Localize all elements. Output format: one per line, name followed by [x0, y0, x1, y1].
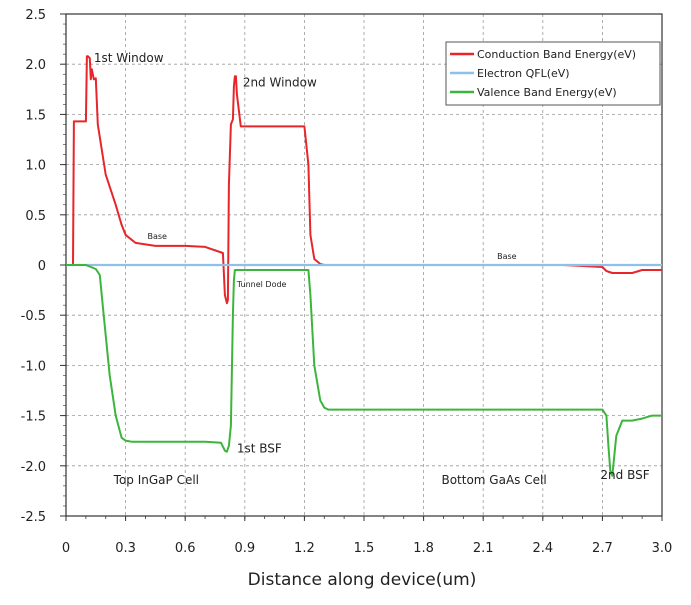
x-tick-label: 0.6 [175, 541, 196, 556]
x-tick-label: 0.3 [115, 541, 136, 556]
annotation-label: Tunnel Dode [236, 280, 287, 289]
y-tick-label: -2.5 [21, 510, 46, 525]
x-tick-label: 1.8 [413, 541, 434, 556]
y-tick-label: 2.5 [25, 8, 46, 23]
annotation-label: 2nd Window [243, 75, 317, 89]
legend-label: Electron QFL(eV) [477, 67, 570, 80]
x-tick-label: 2.7 [592, 541, 613, 556]
x-tick-label: 1.2 [294, 541, 315, 556]
annotation-label: 1st BSF [237, 442, 282, 456]
y-tick-label: 2.0 [25, 58, 46, 73]
legend-box [445, 41, 661, 106]
y-tick-label: -0.5 [21, 309, 46, 324]
x-tick-label: 0 [62, 541, 70, 556]
y-tick-label: 1.0 [25, 159, 46, 174]
series-line-3 [66, 264, 662, 477]
y-tick-label: 0.5 [25, 209, 46, 224]
legend-label: Conduction Band Energy(eV) [477, 48, 636, 61]
annotation-label: Base [497, 252, 517, 261]
y-tick-label: 1.5 [25, 108, 46, 123]
x-tick-label: 1.5 [354, 541, 375, 556]
y-tick-label: 0 [38, 259, 46, 274]
x-tick-label: 3.0 [652, 541, 673, 556]
annotation-label: Base [147, 232, 167, 241]
series-layer [66, 55, 662, 477]
annotation-label: Bottom GaAs Cell [441, 473, 546, 487]
annotation-label: Top InGaP Cell [113, 473, 199, 487]
x-tick-label: 0.9 [234, 541, 255, 556]
legend-label: Valence Band Energy(eV) [477, 86, 617, 99]
annotation-label: 2nd BSF [600, 468, 649, 482]
y-tick-label: -1.0 [21, 359, 46, 374]
legend: Conduction Band Energy(eV) Electron QFL(e… [445, 41, 661, 106]
x-tick-label: 2.1 [473, 541, 494, 556]
y-tick-label: -1.5 [21, 410, 46, 425]
x-axis-label: Distance along device(um) [248, 570, 477, 590]
annotation-layer: 1st Window 2nd Window Base Base Tunnel Dode 1… [94, 51, 650, 487]
annotation-label: 1st Window [94, 51, 164, 65]
x-tick-label: 2.4 [532, 541, 553, 556]
y-tick-label: -2.0 [21, 460, 46, 475]
